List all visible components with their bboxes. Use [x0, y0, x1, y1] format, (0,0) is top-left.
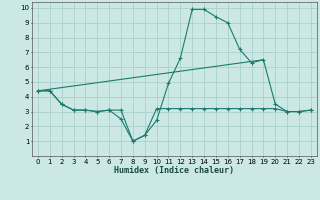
X-axis label: Humidex (Indice chaleur): Humidex (Indice chaleur) — [115, 166, 234, 175]
